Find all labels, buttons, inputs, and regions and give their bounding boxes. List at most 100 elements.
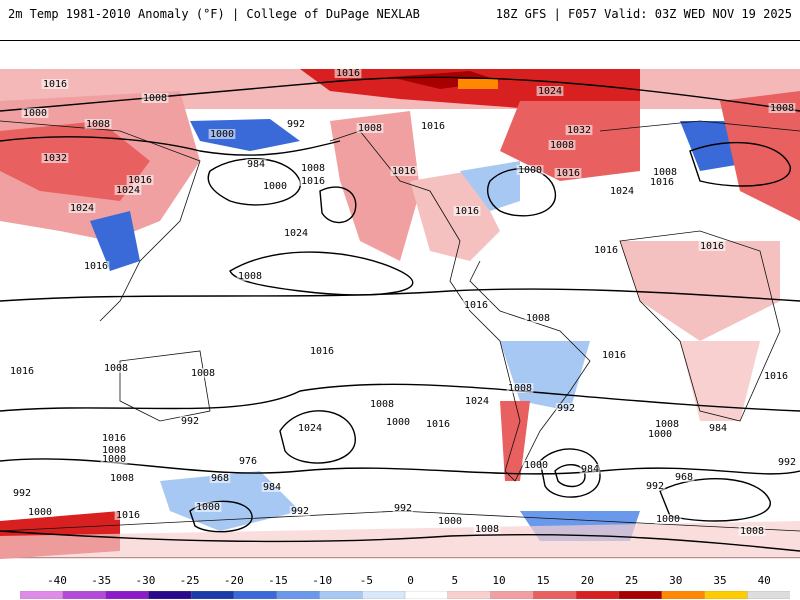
colorbar-swatch bbox=[618, 591, 663, 599]
isobar-label: 1016 bbox=[464, 300, 488, 311]
chile-warm bbox=[500, 401, 530, 481]
colorbar-swatch bbox=[62, 591, 107, 599]
isobar-label-bg bbox=[26, 507, 54, 517]
isobar-label-bg bbox=[506, 383, 534, 393]
isobar-label-bg bbox=[179, 416, 201, 426]
isobar-label-bg bbox=[114, 185, 142, 195]
isobar-label: 1024 bbox=[298, 423, 322, 434]
isobar-label-bg bbox=[536, 86, 564, 96]
isobar-label: 984 bbox=[709, 423, 727, 434]
isobar-label-bg bbox=[555, 403, 577, 413]
isobar-label: 1008 bbox=[143, 93, 167, 104]
colorbar-tick-label: 40 bbox=[757, 574, 771, 587]
isobar-label: 1008 bbox=[475, 524, 499, 535]
isobar-label-bg bbox=[189, 368, 217, 378]
isobar-label-bg bbox=[41, 153, 69, 163]
colorbar-tick-label: -20 bbox=[223, 574, 244, 587]
isobar-label-bg bbox=[608, 186, 636, 196]
isobar-label-bg bbox=[424, 419, 452, 429]
isobar-label: 1016 bbox=[84, 261, 108, 272]
isobar-label: 1008 bbox=[550, 140, 574, 151]
isobar-label-bg bbox=[653, 419, 681, 429]
africa-south-warm bbox=[680, 341, 760, 421]
isobar-label-bg bbox=[592, 245, 620, 255]
isobar-label-bg bbox=[261, 181, 289, 191]
isobar-label: 984 bbox=[581, 464, 599, 475]
isobar-label: 1008 bbox=[508, 383, 532, 394]
isobar-label: 1000 bbox=[263, 181, 287, 192]
isobar-label-bg bbox=[646, 429, 674, 439]
isobar-label-bg bbox=[100, 454, 128, 464]
isobar-label-bg bbox=[548, 140, 576, 150]
isobar-label: 1008 bbox=[104, 363, 128, 374]
isobar-label-bg bbox=[600, 350, 628, 360]
isobar-label-bg bbox=[565, 125, 593, 135]
isobar-label-bg bbox=[114, 510, 142, 520]
header: 2m Temp 1981-2010 Anomaly (°F) | College… bbox=[0, 0, 800, 30]
isobar-label-bg bbox=[436, 516, 464, 526]
isobar-label: 1008 bbox=[655, 419, 679, 430]
isobar-high bbox=[229, 251, 414, 296]
isobar-label-bg bbox=[654, 514, 682, 524]
isobar-low bbox=[319, 186, 357, 224]
isobar-label: 992 bbox=[394, 503, 412, 514]
isobar-label-bg bbox=[308, 346, 336, 356]
colorbar-tick-label: -40 bbox=[47, 574, 67, 587]
isobar-label: 1000 bbox=[210, 129, 234, 140]
isobar-label: 1008 bbox=[102, 445, 126, 456]
colorbar-swatch bbox=[105, 591, 149, 599]
colorbar-tick-label: -30 bbox=[135, 574, 156, 587]
isobar-label-bg bbox=[209, 473, 231, 483]
isobar-label: 1008 bbox=[238, 271, 262, 282]
colorbar-tick-label: -5 bbox=[359, 574, 374, 587]
colorbar-tick-label: 5 bbox=[451, 574, 459, 587]
isobar-label-bg bbox=[11, 488, 33, 498]
isobar-label-bg bbox=[384, 417, 412, 427]
isobar-label-bg bbox=[579, 464, 601, 474]
isobar-label-bg bbox=[516, 165, 544, 175]
isobar-label: 1016 bbox=[650, 177, 674, 188]
isobar-label-bg bbox=[334, 68, 362, 78]
isobar-label: 1008 bbox=[653, 167, 677, 178]
isobar-label: 984 bbox=[247, 159, 265, 170]
isobar-label-bg bbox=[108, 473, 136, 483]
isobar-label-bg bbox=[208, 129, 236, 139]
isobar-label: 1032 bbox=[43, 153, 67, 164]
isobar-line bbox=[0, 383, 800, 412]
isobar-label-bg bbox=[738, 526, 766, 536]
isobar-label: 968 bbox=[675, 472, 693, 483]
colorbar-swatch bbox=[490, 591, 534, 599]
isobar-label: 1016 bbox=[116, 510, 140, 521]
colorbar-swatch bbox=[319, 591, 363, 599]
isobar-label-bg bbox=[194, 502, 222, 512]
isobar-label: 1000 bbox=[656, 514, 680, 525]
colorbar-swatch bbox=[575, 591, 620, 599]
isobar-label: 992 bbox=[557, 403, 575, 414]
isobar-label: 1008 bbox=[526, 313, 550, 324]
isobar-line bbox=[0, 288, 800, 302]
isobar-label-bg bbox=[463, 396, 491, 406]
colorbar-tick-label: 35 bbox=[713, 574, 727, 587]
colorbar-swatch bbox=[362, 591, 406, 599]
isobar-line bbox=[0, 458, 800, 475]
americas-coast bbox=[329, 130, 591, 482]
isobar-label-bg bbox=[8, 366, 36, 376]
isobar-line bbox=[0, 76, 800, 112]
isobars bbox=[0, 76, 800, 552]
colorbar-tick-label: 0 bbox=[407, 574, 414, 587]
isobar-label: 1016 bbox=[128, 175, 152, 186]
isobar-label-bg bbox=[462, 300, 490, 310]
colorbar-tick-label: 25 bbox=[624, 574, 639, 587]
isobar-label-bg bbox=[82, 261, 110, 271]
isobar-label-bg bbox=[126, 175, 154, 185]
map-panel: 1016 1008 1000 1008 1000 992 1016 1008 1016 1024 1… bbox=[0, 40, 800, 559]
isobar-label: 1008 bbox=[740, 526, 764, 537]
isobar-label-bg bbox=[245, 159, 267, 169]
isobar-label-bg bbox=[707, 423, 729, 433]
colorbar-swatch bbox=[148, 591, 192, 599]
colorbar-swatch bbox=[447, 591, 492, 599]
isobar-low bbox=[207, 158, 301, 206]
eurasia-coast bbox=[0, 120, 800, 322]
isobar-label-bg bbox=[100, 433, 128, 443]
isobar-label: 1000 bbox=[524, 460, 548, 471]
